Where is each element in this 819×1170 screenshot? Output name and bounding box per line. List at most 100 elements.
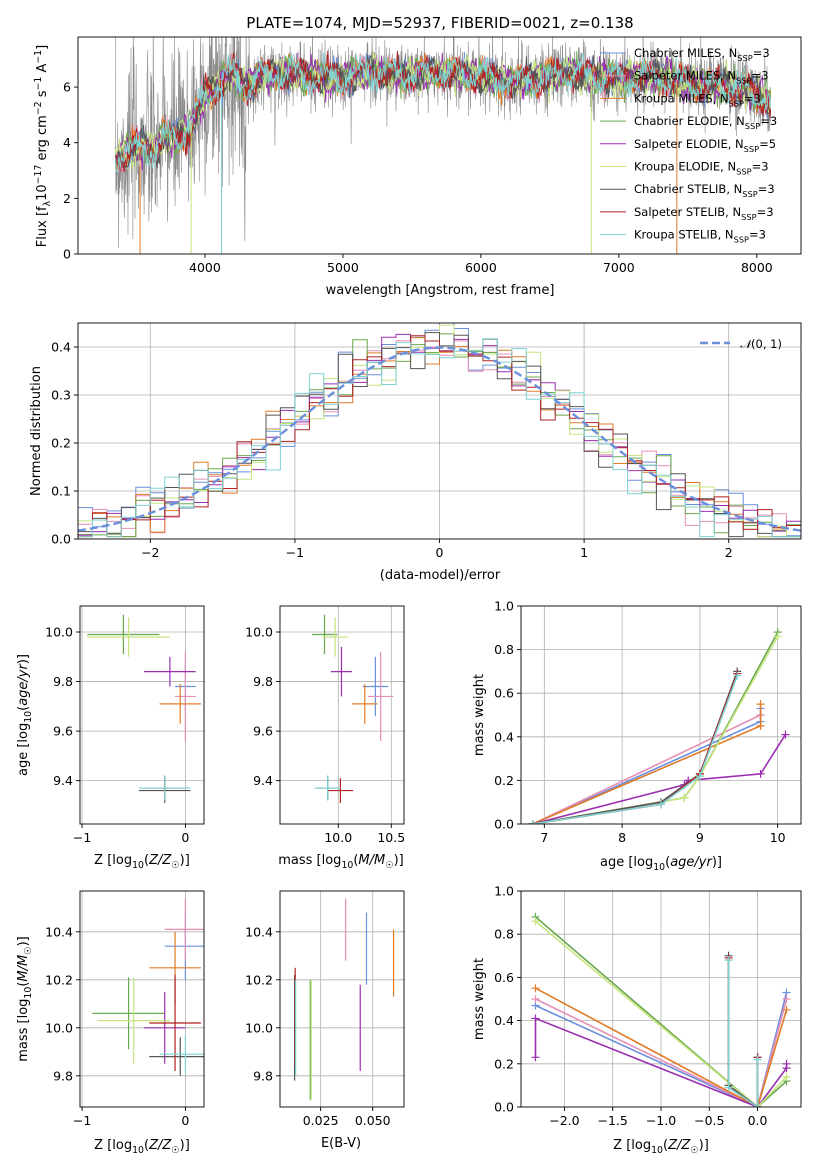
- data-point: [733, 671, 742, 680]
- x-tick-label: 0.025: [303, 1113, 339, 1128]
- text-span: age [log: [16, 723, 31, 776]
- x-tick-label: 0.050: [355, 1113, 391, 1128]
- data-point: [756, 721, 765, 730]
- series-line-chabrier_stelib: [727, 955, 759, 1107]
- text-span: −1: [33, 77, 44, 91]
- x-tick-label: 10: [770, 830, 786, 845]
- text-span: ☉: [171, 860, 179, 871]
- data-point: [782, 995, 791, 1003]
- text-span: Z/Z: [148, 1138, 172, 1153]
- text-span: =: [744, 91, 754, 105]
- x-axis-label: Z [log10(Z/Z☉)]: [613, 1138, 709, 1156]
- y-tick-label: 0.8: [494, 642, 514, 657]
- axes-age_vs_Z: −1 0 9.4 9.6 9.8 10.0: [45, 605, 205, 845]
- legend-entry: Kroupa STELIB, NSSP=3: [634, 228, 766, 245]
- series-line-chabrier_elodie: [534, 916, 788, 1107]
- gaussian-curve: [78, 346, 801, 532]
- text-span: )]: [394, 853, 404, 868]
- text-span: =: [752, 69, 762, 83]
- x-tick-label: 0: [181, 830, 189, 845]
- axes-frame: [520, 605, 802, 825]
- model-spectrum-kroupa_stelib: [114, 52, 772, 174]
- text-span: )]: [16, 654, 31, 664]
- histogram-kroupa_stelib: [78, 338, 801, 538]
- x-axis-label: (data-model)/error: [380, 568, 501, 583]
- y-tick-label: 10.4: [45, 924, 73, 939]
- text-span: 10: [23, 987, 34, 999]
- series-line-kroupa_miles: [535, 987, 788, 1107]
- plot-area: [78, 323, 801, 539]
- legend-entry: Chabrier STELIB, NSSP=3: [634, 182, 775, 199]
- y-tick-label: 0.6: [494, 970, 514, 985]
- text-span: −2: [33, 101, 44, 115]
- y-tick-label: 10.0: [245, 625, 273, 640]
- text-span: =: [760, 114, 770, 128]
- plot-area: [80, 606, 204, 824]
- series-line-chabrier_stelib: [532, 671, 738, 824]
- data-point: [782, 1059, 791, 1068]
- data-point: [753, 1055, 762, 1064]
- series-line-kroupa_stelib: [532, 675, 738, 824]
- data-point: [528, 820, 537, 824]
- text-span: Chabrier STELIB, N: [634, 182, 742, 196]
- text-span: 10: [35, 184, 50, 201]
- text-span: Salpeter ELODIE, N: [634, 137, 744, 151]
- y-tick-label: 9.6: [53, 724, 73, 739]
- text-span: Salpeter MILES, N: [634, 69, 736, 83]
- text-span: 3: [770, 114, 777, 128]
- y-tick-label: 2: [63, 191, 71, 206]
- text-span: ☉: [171, 1145, 179, 1156]
- plot-area: [280, 891, 404, 1107]
- data-point: [680, 793, 689, 802]
- text-span: Kroupa MILES, N: [634, 91, 729, 105]
- text-span: (0, 1): [751, 337, 782, 351]
- text-span: )]: [16, 936, 31, 946]
- text-span: (: [144, 853, 149, 868]
- text-span: Z [log: [613, 1138, 651, 1153]
- y-tick-label: 9.8: [253, 674, 273, 689]
- x-tick-label: 1: [580, 545, 588, 560]
- x-tick-label: −1: [73, 830, 91, 845]
- y-tick-label: 0.0: [494, 1100, 514, 1115]
- text-span: 10: [132, 860, 144, 871]
- legend-entry: Chabrier ELODIE, NSSP=3: [634, 114, 777, 131]
- text-span: Z [log: [94, 853, 132, 868]
- series-line-kroupa_elodie: [534, 920, 788, 1107]
- x-tick-label: −1: [286, 545, 304, 560]
- x-axis-label: mass [log10(M/M☉)]: [278, 853, 404, 871]
- text-span: ☉: [690, 1145, 698, 1156]
- data-point: [756, 769, 765, 778]
- series-line-kroupa_stelib: [727, 960, 759, 1107]
- y-tick-label: 0.3: [51, 388, 71, 403]
- text-span: Chabrier ELODIE, N: [634, 114, 745, 128]
- data-point: [531, 1014, 540, 1023]
- text-span: )]: [180, 1138, 190, 1153]
- text-span: −17: [33, 165, 44, 185]
- legend-entry: Kroupa ELODIE, NSSP=3: [634, 160, 769, 177]
- text-span: Z/Z: [148, 853, 172, 868]
- data-point: [781, 730, 790, 739]
- y-tick-label: 0.0: [51, 532, 71, 547]
- x-tick-label: 10.0: [324, 830, 352, 845]
- data-point: [753, 1103, 762, 1107]
- text-span: )]: [180, 853, 190, 868]
- y-axis-label: age [log10(age/yr)]: [16, 654, 34, 776]
- x-tick-label: 0: [436, 545, 444, 560]
- y-tick-label: 0.1: [51, 484, 71, 499]
- text-span: λ: [42, 200, 53, 206]
- histogram-salpeter_stelib: [78, 335, 801, 538]
- y-tick-label: 10.0: [245, 1020, 273, 1035]
- x-tick-label: −1.5: [598, 1113, 628, 1128]
- text-span: SSP: [729, 98, 744, 108]
- data-point: [531, 917, 540, 926]
- text-span: 10: [132, 1145, 144, 1156]
- text-span: Salpeter STELIB, N: [634, 205, 741, 219]
- model-spectrum-kroupa_elodie: [114, 50, 771, 170]
- text-span: M/M: [358, 853, 385, 868]
- x-tick-label: 0.0: [748, 1113, 768, 1128]
- text-span: =: [758, 182, 768, 196]
- x-axis-label: age [log10(age/yr)]: [600, 855, 722, 873]
- y-axis-label: Normed distribution: [29, 366, 44, 496]
- y-tick-label: 0.0: [494, 817, 514, 832]
